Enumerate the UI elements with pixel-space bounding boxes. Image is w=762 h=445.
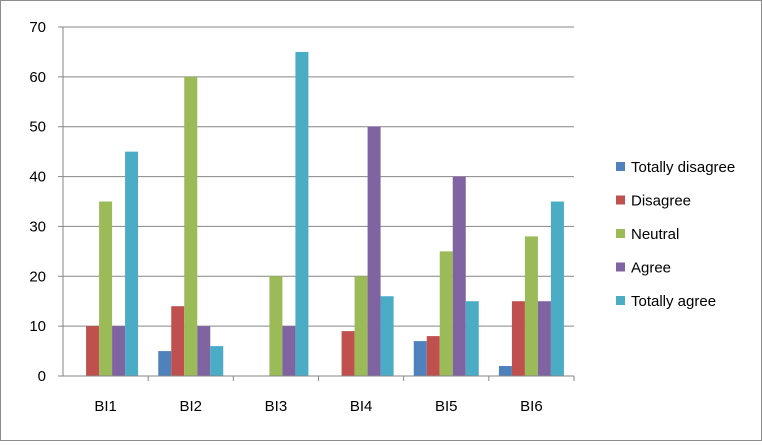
- bar-bi4-totally-agree: [380, 296, 394, 376]
- x-category-label: BI5: [435, 398, 458, 415]
- bar-bi3-neutral: [269, 276, 283, 376]
- axes: [58, 26, 575, 381]
- bar-bi2-disagree: [171, 306, 185, 376]
- bar-bi2-neutral: [184, 76, 198, 376]
- bar-bi5-totally-agree: [465, 301, 479, 376]
- legend-swatch: [616, 229, 625, 238]
- y-tick-label: 70: [29, 19, 46, 36]
- bar-bi6-agree: [537, 301, 551, 376]
- legend: Totally disagree Disagree Neutral Agree Tota…: [616, 159, 735, 310]
- y-tick-label: 0: [38, 368, 46, 385]
- legend-label: Totally disagree: [631, 159, 735, 176]
- x-category-label: BI2: [179, 398, 202, 415]
- bar-bi6-neutral: [524, 236, 538, 376]
- bar-bi2-totally-agree: [210, 346, 224, 376]
- bar-bi1-neutral: [99, 201, 113, 376]
- gridlines: [63, 26, 574, 327]
- bar-bi5-agree: [452, 176, 466, 376]
- bar-bi6-disagree: [511, 301, 525, 376]
- bar-bi6-totally-disagree: [498, 366, 512, 376]
- bar-bi4-agree: [367, 126, 381, 376]
- bar-bi5-neutral: [439, 251, 453, 376]
- y-tick-label: 60: [29, 69, 46, 86]
- legend-swatch: [616, 162, 625, 171]
- bar-bi6-totally-agree: [550, 201, 564, 376]
- y-tick-label: 30: [29, 218, 46, 235]
- bar-bi5-totally-disagree: [413, 341, 427, 376]
- x-category-label: BI6: [520, 398, 543, 415]
- x-category-label: BI1: [94, 398, 117, 415]
- y-tick-label: 50: [29, 119, 46, 136]
- bar-bi3-agree: [282, 326, 296, 376]
- bar-bi3-totally-agree: [295, 51, 309, 377]
- x-category-label: BI4: [350, 398, 373, 415]
- y-tick-label: 10: [29, 318, 46, 335]
- legend-swatch: [616, 262, 625, 272]
- legend-label: Neutral: [631, 226, 679, 243]
- legend-swatch: [616, 296, 625, 305]
- bar-bi1-agree: [112, 326, 126, 376]
- bar-bi5-disagree: [426, 336, 440, 376]
- bar-bi1-disagree: [86, 326, 100, 376]
- bar-bi1-totally-agree: [125, 151, 139, 376]
- legend-swatch: [616, 195, 625, 205]
- x-axis-category-labels: BI1 BI2 BI3 BI4 BI5 BI6: [94, 398, 542, 415]
- bar-bi2-agree: [197, 326, 211, 376]
- bar-bi4-neutral: [354, 276, 368, 376]
- y-axis-tick-labels: 0 10 20 30 40 50 60 70: [29, 19, 46, 385]
- bar-bi4-disagree: [341, 331, 355, 376]
- y-tick-label: 40: [29, 169, 46, 186]
- legend-label: Disagree: [631, 193, 691, 210]
- legend-label: Agree: [631, 260, 671, 277]
- x-category-label: BI3: [265, 398, 288, 415]
- bar-bi2-totally-disagree: [158, 351, 172, 376]
- y-tick-label: 20: [29, 268, 46, 285]
- bar-series: [86, 51, 564, 377]
- legend-label: Totally agree: [631, 293, 716, 310]
